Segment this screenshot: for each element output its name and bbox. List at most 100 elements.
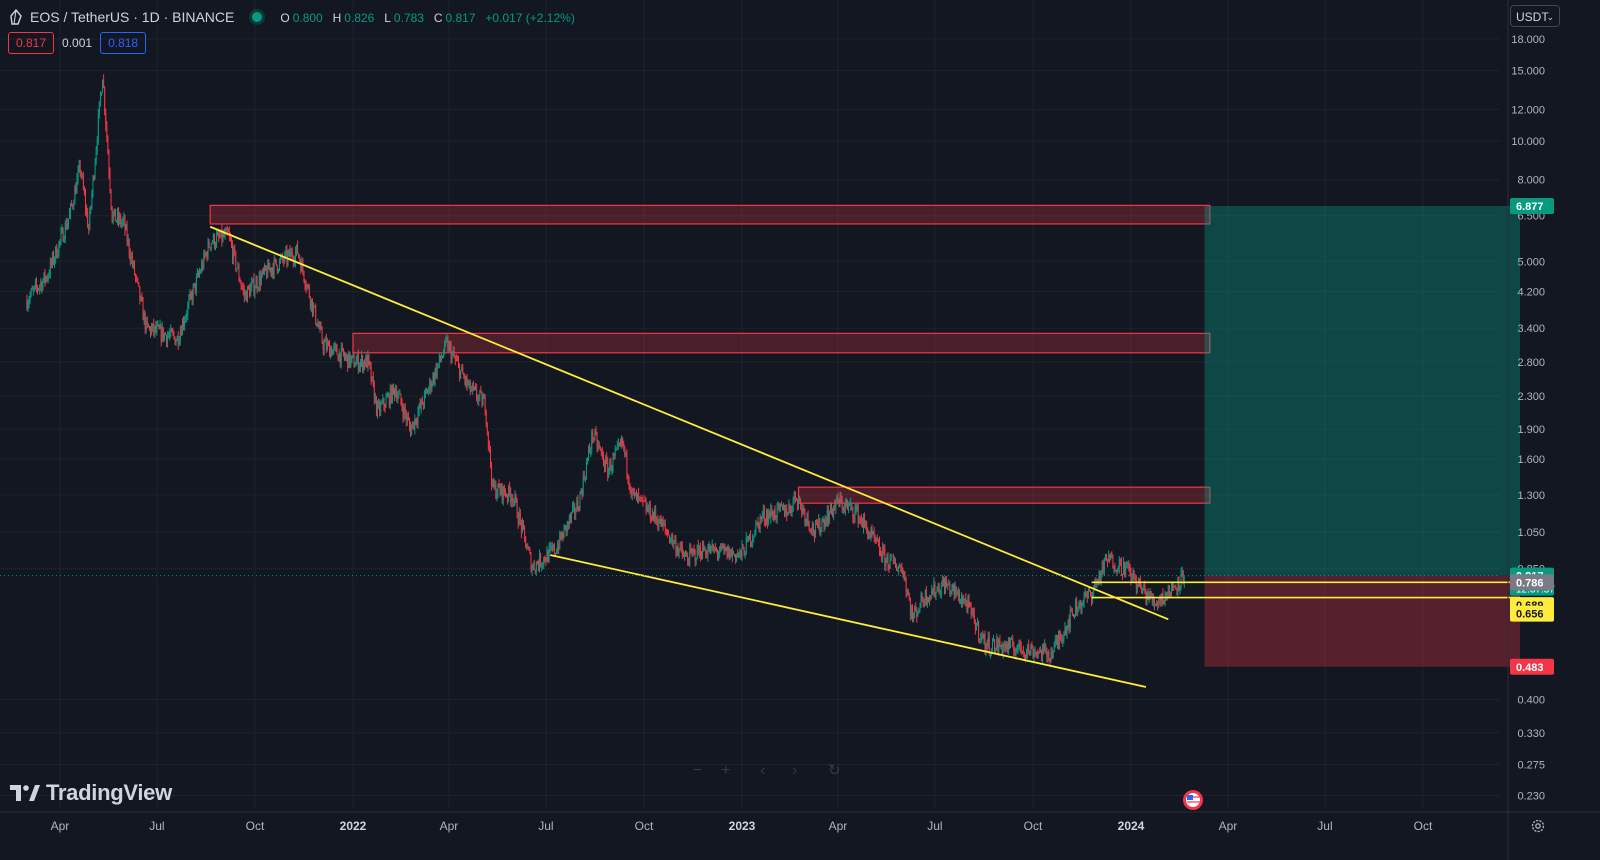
symbol-title[interactable]: EOS / TetherUS · 1D · BINANCE bbox=[30, 9, 235, 25]
candle-body bbox=[232, 245, 234, 261]
candle-body bbox=[513, 500, 515, 503]
buy-price-button[interactable]: 0.818 bbox=[100, 32, 147, 54]
candle-body bbox=[863, 518, 864, 528]
candle-body bbox=[401, 402, 403, 409]
candle-body bbox=[613, 455, 615, 457]
scroll-left-icon[interactable]: ‹ bbox=[760, 762, 765, 779]
candle-body bbox=[997, 638, 999, 652]
long-position-tool[interactable] bbox=[1204, 205, 1520, 667]
y-tick-label: 1.050 bbox=[1517, 527, 1545, 539]
candle-body bbox=[1059, 635, 1061, 644]
candle-body bbox=[614, 450, 616, 456]
candle-body bbox=[918, 609, 920, 611]
candle-body bbox=[310, 298, 312, 307]
candle-body bbox=[266, 270, 268, 278]
candle-body bbox=[1138, 578, 1139, 585]
trendline[interactable] bbox=[549, 554, 1147, 688]
candle-body bbox=[1094, 582, 1096, 590]
x-tick-label: Oct bbox=[1414, 819, 1433, 833]
candle-body bbox=[710, 546, 712, 553]
target-zone[interactable] bbox=[1204, 205, 1520, 576]
stop-zone[interactable] bbox=[1204, 575, 1520, 667]
candle-body bbox=[1026, 653, 1028, 657]
candle-body bbox=[198, 272, 199, 275]
candle-body bbox=[601, 451, 603, 455]
candle-body bbox=[995, 648, 997, 653]
candle-body bbox=[406, 416, 408, 421]
candle-body bbox=[551, 546, 553, 550]
candle-body bbox=[413, 421, 415, 430]
candle-body bbox=[1143, 583, 1145, 589]
candle-body bbox=[300, 261, 302, 272]
candle-body bbox=[653, 512, 654, 519]
settings-gear-icon[interactable] bbox=[1531, 819, 1545, 833]
candle-body bbox=[337, 354, 339, 361]
candle-body bbox=[301, 261, 303, 272]
candle-body bbox=[832, 510, 834, 516]
us-flag-icon[interactable] bbox=[1183, 790, 1203, 810]
candle-body bbox=[97, 114, 99, 141]
candle-body bbox=[141, 296, 143, 301]
reset-icon[interactable]: ↻ bbox=[828, 762, 841, 779]
candle-body bbox=[640, 497, 642, 498]
candle-body bbox=[126, 225, 128, 242]
candle-body bbox=[66, 223, 68, 229]
candle-body bbox=[280, 258, 281, 260]
price-axis[interactable]: 18.00015.00012.00010.0008.0006.5005.0004… bbox=[1507, 0, 1545, 860]
symbol-legend: EOS / TetherUS · 1D · BINANCE O 0.800 H 0.… bbox=[8, 7, 581, 27]
resistance-zone[interactable] bbox=[352, 332, 1211, 354]
candle-body bbox=[1028, 644, 1030, 652]
tradingview-branding[interactable]: TradingView bbox=[10, 780, 172, 806]
resistance-zone[interactable] bbox=[797, 486, 1211, 504]
candle-body bbox=[556, 552, 558, 554]
candle-body bbox=[896, 567, 897, 571]
candle-body bbox=[1149, 591, 1151, 596]
x-tick-label: Apr bbox=[51, 819, 70, 833]
sell-price-button[interactable]: 0.817 bbox=[8, 32, 55, 54]
candle-body bbox=[590, 449, 592, 452]
zoom-out-icon[interactable]: − bbox=[693, 762, 702, 779]
candle-body bbox=[362, 356, 364, 370]
candle-body bbox=[1179, 586, 1181, 589]
candle-body bbox=[1107, 560, 1109, 562]
candle-body bbox=[939, 593, 941, 595]
candle-body bbox=[673, 541, 675, 545]
candle-body bbox=[941, 580, 943, 586]
candle-body bbox=[503, 486, 505, 493]
candle-body bbox=[1127, 562, 1129, 564]
candle-body bbox=[771, 508, 773, 515]
candle-body bbox=[847, 503, 848, 508]
candle-body bbox=[456, 360, 458, 361]
candle-body bbox=[1171, 585, 1172, 598]
zoom-in-icon[interactable]: + bbox=[721, 762, 730, 779]
candle-body bbox=[701, 556, 702, 559]
candle-body bbox=[447, 338, 449, 351]
candle-body bbox=[206, 252, 208, 258]
candle-body bbox=[430, 380, 432, 390]
candle-body bbox=[375, 396, 377, 414]
scroll-right-icon[interactable]: › bbox=[792, 762, 797, 779]
candle-body bbox=[1022, 650, 1024, 653]
candle-body bbox=[937, 586, 939, 588]
candle-body bbox=[1140, 581, 1142, 588]
candle-body bbox=[486, 424, 488, 432]
candle-body bbox=[575, 511, 577, 514]
candle-body bbox=[714, 547, 716, 550]
candle-body bbox=[632, 489, 634, 493]
trendline[interactable] bbox=[209, 225, 1169, 621]
candle-body bbox=[680, 544, 682, 547]
time-axis[interactable]: Apr Jul Oct 2022 Apr Jul Oct 2023 Apr Jul Oct 2024 A… bbox=[0, 811, 1600, 833]
candle-body bbox=[954, 586, 956, 595]
candle-body bbox=[1103, 559, 1105, 572]
candle-body bbox=[569, 515, 571, 520]
candle-body bbox=[555, 553, 556, 554]
candle-body bbox=[624, 445, 626, 455]
candle-body bbox=[1011, 639, 1013, 640]
candle-body bbox=[592, 432, 594, 439]
candle-body bbox=[758, 522, 760, 530]
resistance-zone[interactable] bbox=[209, 204, 1211, 225]
candle-body bbox=[598, 444, 600, 447]
candle-body bbox=[168, 335, 170, 337]
currency-selector[interactable]: USDT ⌄ bbox=[1510, 5, 1560, 27]
